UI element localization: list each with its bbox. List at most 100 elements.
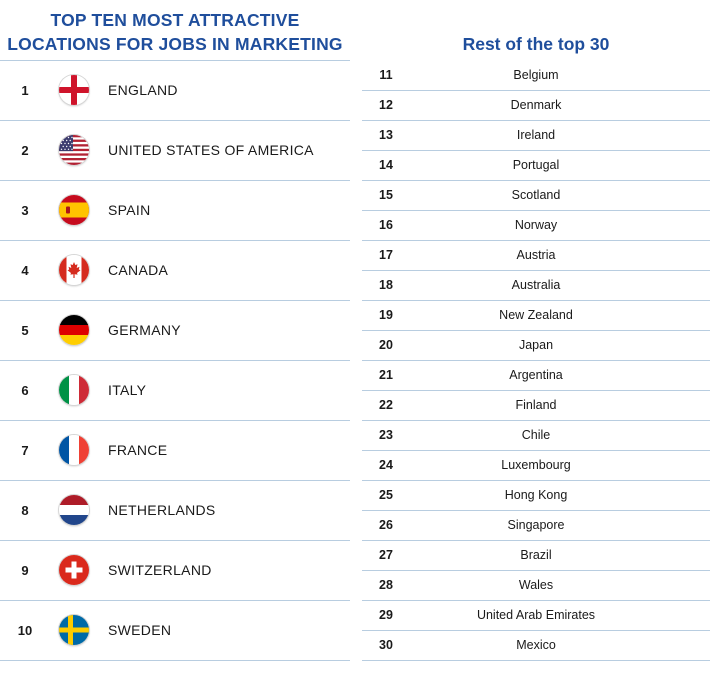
- list-item: 28 Wales: [362, 571, 710, 601]
- rank-number: 21: [379, 368, 393, 382]
- country-name: Australia: [511, 278, 561, 292]
- list-item: 22 Finland: [362, 391, 710, 421]
- left-title-line2: LOCATIONS FOR JOBS IN MARKETING: [7, 34, 343, 54]
- rank-number: 8: [21, 503, 29, 518]
- rank-number: 12: [379, 98, 393, 112]
- list-item: 19 New Zealand: [362, 301, 710, 331]
- country-name: UNITED STATES OF AMERICA: [108, 142, 314, 158]
- country-name: New Zealand: [499, 308, 573, 322]
- rank-number: 28: [379, 578, 393, 592]
- spain-flag-icon: [59, 195, 89, 225]
- left-title-line1: TOP TEN MOST ATTRACTIVE: [50, 10, 300, 30]
- sweden-flag-icon: [59, 615, 89, 645]
- list-item: 13 Ireland: [362, 121, 710, 151]
- switzerland-flag-icon: [59, 555, 89, 585]
- rank-number: 16: [379, 218, 393, 232]
- germany-flag-icon: [59, 315, 89, 345]
- rank-number: 10: [17, 623, 33, 638]
- top-ten-row: 1 ENGLAND: [0, 60, 350, 121]
- rank-number: 22: [379, 398, 393, 412]
- rank-number: 5: [21, 323, 29, 338]
- netherlands-flag-icon: [59, 495, 89, 525]
- top-ten-row: 5 GERMANY: [0, 301, 350, 361]
- country-name: Wales: [518, 578, 554, 592]
- list-item: 20 Japan: [362, 331, 710, 361]
- france-flag-icon: [59, 435, 89, 465]
- country-name: Ireland: [516, 128, 556, 142]
- canada-flag-icon: [59, 255, 89, 285]
- top-ten-list: 1 ENGLAND 2: [0, 60, 350, 661]
- rank-number: 30: [379, 638, 393, 652]
- rank-number: 3: [21, 203, 29, 218]
- rank-number: 19: [379, 308, 393, 322]
- country-name: Singapore: [507, 518, 565, 532]
- country-name: SPAIN: [108, 202, 151, 218]
- top-ten-row: 6 ITALY: [0, 361, 350, 421]
- rank-number: 17: [379, 248, 393, 262]
- country-name: United Arab Emirates: [476, 608, 596, 622]
- top-ten-row: 4 CANADA: [0, 241, 350, 301]
- rank-number: 25: [379, 488, 393, 502]
- rank-number: 29: [379, 608, 393, 622]
- country-name: Brazil: [520, 548, 552, 562]
- country-name: NETHERLANDS: [108, 502, 216, 518]
- rank-number: 1: [21, 83, 29, 98]
- top-ten-row: 10 SWEDEN: [0, 601, 350, 661]
- rank-number: 20: [379, 338, 393, 352]
- top-ten-row: 8 NETHERLANDS: [0, 481, 350, 541]
- list-item: 25 Hong Kong: [362, 481, 710, 511]
- usa-flag-icon: [59, 135, 89, 165]
- rank-number: 6: [21, 383, 29, 398]
- list-item: 27 Brazil: [362, 541, 710, 571]
- list-item: 29 United Arab Emirates: [362, 601, 710, 631]
- top-ten-row: 7 FRANCE: [0, 421, 350, 481]
- list-item: 16 Norway: [362, 211, 710, 241]
- country-name: ITALY: [108, 382, 147, 398]
- rank-number: 15: [379, 188, 393, 202]
- rank-number: 7: [21, 443, 29, 458]
- rank-number: 4: [21, 263, 29, 278]
- list-item: 12 Denmark: [362, 91, 710, 121]
- country-name: Portugal: [512, 158, 560, 172]
- country-name: SWEDEN: [108, 622, 172, 638]
- country-name: FRANCE: [108, 442, 168, 458]
- rank-number: 18: [379, 278, 393, 292]
- list-item: 26 Singapore: [362, 511, 710, 541]
- country-name: Denmark: [510, 98, 562, 112]
- list-item: 11 Belgium: [362, 61, 710, 91]
- top-ten-row: 2 UNITED STATES OF: [0, 121, 350, 181]
- list-item: 18 Australia: [362, 271, 710, 301]
- country-name: GERMANY: [108, 322, 181, 338]
- rank-number: 2: [21, 143, 29, 158]
- list-item: 30 Mexico: [362, 631, 710, 661]
- country-name: SWITZERLAND: [108, 562, 212, 578]
- list-item: 24 Luxembourg: [362, 451, 710, 481]
- rank-number: 24: [379, 458, 393, 472]
- country-name: CANADA: [108, 262, 169, 278]
- top-ten-row: 9 SWITZERLAND: [0, 541, 350, 601]
- right-title: Rest of the top 30: [462, 34, 610, 54]
- country-name: Scotland: [511, 188, 561, 202]
- england-flag-icon: [59, 75, 89, 105]
- country-name: Hong Kong: [504, 488, 568, 502]
- rank-number: 27: [379, 548, 393, 562]
- list-item: 23 Chile: [362, 421, 710, 451]
- country-name: Argentina: [509, 368, 563, 382]
- italy-flag-icon: [59, 375, 89, 405]
- list-item: 15 Scotland: [362, 181, 710, 211]
- country-name: Finland: [515, 398, 557, 412]
- list-item: 21 Argentina: [362, 361, 710, 391]
- country-name: Austria: [516, 248, 556, 262]
- list-item: 17 Austria: [362, 241, 710, 271]
- left-title: TOP TEN MOST ATTRACTIVE LOCATIONS FOR JO…: [0, 8, 350, 56]
- rank-number: 14: [379, 158, 393, 172]
- country-name: Luxembourg: [501, 458, 571, 472]
- rank-number: 26: [379, 518, 393, 532]
- country-name: Belgium: [513, 68, 559, 82]
- list-item: 14 Portugal: [362, 151, 710, 181]
- country-name: Mexico: [516, 638, 556, 652]
- country-name: Japan: [518, 338, 554, 352]
- rank-number: 9: [21, 563, 29, 578]
- country-name: Norway: [514, 218, 558, 232]
- rank-number: 11: [379, 68, 393, 82]
